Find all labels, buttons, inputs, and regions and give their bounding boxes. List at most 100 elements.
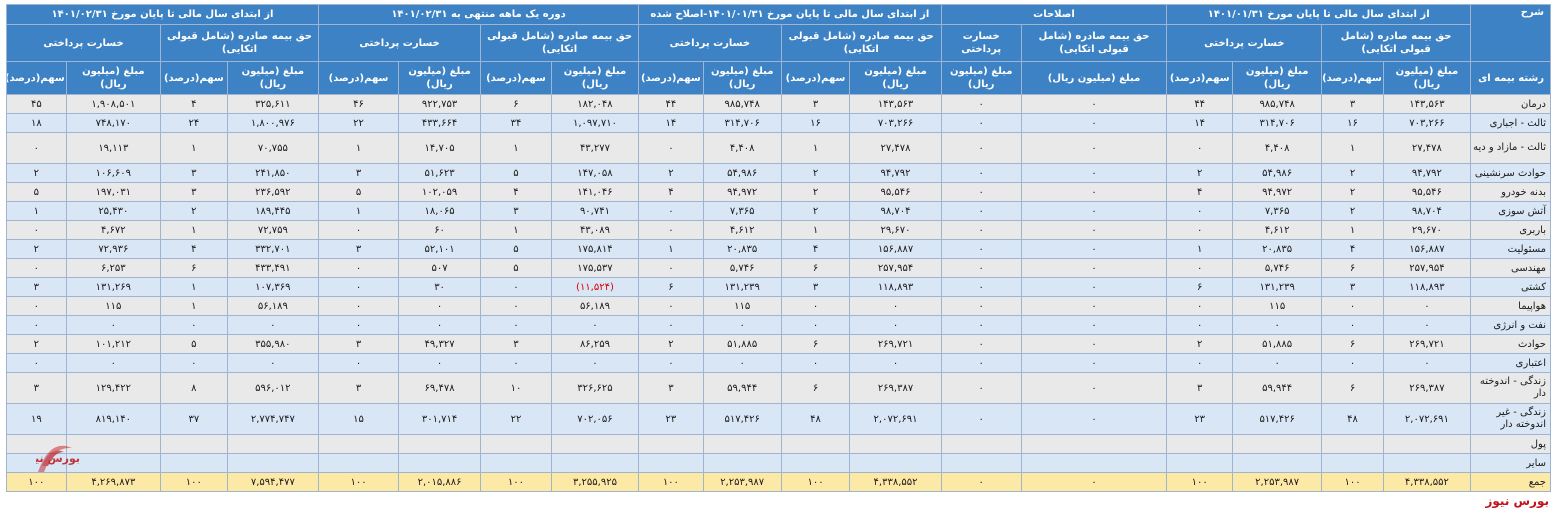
table-cell: ۸۱۹,۱۴۰ — [65, 403, 162, 435]
table-row: حوادث ۲۶۹,۷۲۱ ۶ ۵۱,۸۸۵ ۲ ۰ ۰ ۲۶۹,۷۲۱ ۶ ۵۱,۸۸۵ ۲ ۸۶,… — [6, 334, 1551, 354]
table-cell: ۱۴,۷۰۵ — [398, 132, 482, 164]
table-cell: ۷,۳۶۵ — [702, 201, 782, 221]
header-premium: حق بیمه صادره (شامل قبولی اتکایی) — [1020, 24, 1168, 62]
table-cell: ۵۹,۹۴۴ — [702, 372, 782, 404]
table-cell: ۱۰۰ — [480, 472, 552, 492]
table-cell: ۵۱۷,۴۲۶ — [702, 403, 782, 435]
table-cell: ۲۲ — [480, 403, 552, 435]
table-cell: ۴۳,۰۸۹ — [550, 220, 640, 240]
table-cell: ۰ — [1321, 353, 1384, 373]
table-cell: ۰ — [317, 220, 400, 240]
table-cell: ۴,۳۳۸,۵۵۲ — [1382, 472, 1472, 492]
table-row: درمان ۱۴۳,۵۶۳ ۳ ۹۸۵,۷۴۸ ۴۴ ۰ ۰ ۱۴۳,۵۶۳ ۳ ۹۸۵,۷۴۸ ۴… — [6, 94, 1551, 114]
table-cell: ۰ — [6, 353, 67, 373]
table-cell: ۲ — [638, 334, 704, 354]
table-cell — [1020, 434, 1168, 454]
table-cell: ۰ — [849, 315, 942, 335]
header-amount: مبلغ (میلیون ریال) — [1232, 61, 1323, 95]
table-cell: ۴,۲۶۹,۸۷۳ — [65, 472, 162, 492]
row-label: پول — [1470, 434, 1551, 454]
table-cell: ۰ — [1020, 163, 1168, 183]
table-cell: ۱۵ — [317, 403, 400, 435]
table-cell — [550, 434, 640, 454]
table-cell: ۴۴ — [1166, 94, 1234, 114]
table-cell: ۲۷,۴۷۸ — [1382, 132, 1472, 164]
row-label: حوادث سرنشینی — [1470, 163, 1551, 183]
table-row: آتش سوزی ۹۸,۷۰۴ ۲ ۷,۳۶۵ ۰ ۰ ۰ ۹۸,۷۰۴ ۲ ۷,۳۶۵ ۰ ۹۰,۷… — [6, 201, 1551, 221]
row-label: ثالث - مازاد و دیه — [1470, 132, 1551, 164]
table-cell: ۱ — [160, 220, 228, 240]
svg-text:بورس نیوز: بورس نیوز — [36, 452, 80, 465]
table-row: اعتباری ۰ ۰ ۰ ۰ ۰ ۰ ۰ ۰ ۰ ۰ ۰ ۰ ۰ ۰ ۰ ۰ ۰ ۰ — [6, 353, 1551, 373]
table-cell: ۰ — [1020, 258, 1168, 278]
table-cell: ۳ — [1321, 94, 1384, 114]
table-cell — [65, 434, 162, 454]
table-cell: ۰ — [6, 220, 67, 240]
table-cell: ۳ — [160, 163, 228, 183]
table-cell: ۶۰ — [398, 220, 482, 240]
table-cell: ۰ — [1166, 132, 1234, 164]
table-cell: ۱۰۰ — [160, 472, 228, 492]
table-cell: ۳ — [160, 182, 228, 202]
table-cell: ۵۱,۸۸۵ — [1232, 334, 1323, 354]
table-cell: ۹۴,۷۹۲ — [1382, 163, 1472, 183]
table-row: سایر — [6, 453, 1551, 473]
row-label: هواپیما — [1470, 296, 1551, 316]
table-body: درمان ۱۴۳,۵۶۳ ۳ ۹۸۵,۷۴۸ ۴۴ ۰ ۰ ۱۴۳,۵۶۳ ۳ ۹۸۵,۷۴۸ ۴… — [6, 94, 1551, 492]
table-cell — [1166, 434, 1234, 454]
table-cell: ۲۵۷,۹۵۴ — [849, 258, 942, 278]
table-cell: ۰ — [638, 132, 704, 164]
header-amount: مبلغ (میلیون ریال) — [65, 61, 162, 95]
table-cell: ۲۶۹,۳۸۷ — [849, 372, 942, 404]
table-cell: ۶ — [160, 258, 228, 278]
table-cell: ۸۶,۲۵۹ — [550, 334, 640, 354]
table-cell: ۰ — [1020, 315, 1168, 335]
table-cell: ۹۲۲,۷۵۳ — [398, 94, 482, 114]
table-cell: ۳ — [638, 372, 704, 404]
table-cell: ۰ — [940, 258, 1022, 278]
table-cell: ۷۲,۹۳۶ — [65, 239, 162, 259]
bourse-news-watermark-logo: بورس نیوز — [36, 445, 80, 472]
table-cell: ۴۳۳,۶۶۴ — [398, 113, 482, 133]
table-cell: ۰ — [849, 296, 942, 316]
table-cell: ۵۹,۹۴۴ — [1232, 372, 1323, 404]
table-cell: ۱۰۷,۳۶۹ — [226, 277, 320, 297]
table-cell: ۴ — [780, 239, 851, 259]
table-cell: ۰ — [160, 353, 228, 373]
table-row: ثالث - اجباری ۷۰۳,۲۶۶ ۱۶ ۳۱۴,۷۰۶ ۱۴ ۰ ۰ ۷۰۳,۲۶۶… — [6, 113, 1551, 133]
row-label: درمان — [1470, 94, 1551, 114]
table-cell: ۷۰۳,۲۶۶ — [849, 113, 942, 133]
table-cell: ۰ — [940, 94, 1022, 114]
table-cell: ۲,۰۷۲,۶۹۱ — [1382, 403, 1472, 435]
table-cell: ۲۳۶,۵۹۲ — [226, 182, 320, 202]
table-cell: ۱۰ — [480, 372, 552, 404]
table-cell: ۱۱۵ — [702, 296, 782, 316]
table-cell: ۰ — [317, 353, 400, 373]
table-cell: ۴۸ — [1321, 403, 1384, 435]
table-cell: ۰ — [780, 296, 851, 316]
table-cell: ۴,۴۰۸ — [702, 132, 782, 164]
table-cell: ۴ — [1166, 182, 1234, 202]
table-cell: ۱,۹۰۸,۵۰۱ — [65, 94, 162, 114]
table-cell: ۰ — [940, 472, 1022, 492]
table-cell: ۵,۷۴۶ — [702, 258, 782, 278]
table-cell: ۱۳۱,۲۳۹ — [702, 277, 782, 297]
table-cell: ۴,۶۱۲ — [1232, 220, 1323, 240]
table-cell: ۰ — [940, 353, 1022, 373]
table-cell: ۱ — [160, 277, 228, 297]
table-cell: ۱۳۱,۲۶۹ — [65, 277, 162, 297]
table-cell: ۵۴,۹۸۶ — [1232, 163, 1323, 183]
table-cell: ۰ — [849, 353, 942, 373]
table-total-row: جمع ۴,۳۳۸,۵۵۲ ۱۰۰ ۲,۲۵۳,۹۸۷ ۱۰۰ ۰ ۰ ۴,۳۳۸,۵۵۲ ۱۰… — [6, 472, 1551, 492]
table-cell: ۲۳ — [638, 403, 704, 435]
table-cell: ۲۹,۶۷۰ — [1382, 220, 1472, 240]
header-share: سهم(درصد) — [780, 61, 851, 95]
table-cell: ۰ — [1232, 353, 1323, 373]
header-amount: مبلغ (میلیون ریال) — [226, 61, 320, 95]
table-row: مهندسی ۲۵۷,۹۵۴ ۶ ۵,۷۴۶ ۰ ۰ ۰ ۲۵۷,۹۵۴ ۶ ۵,۷۴۶ ۰ ۱۷۵,… — [6, 258, 1551, 278]
table-cell — [940, 453, 1022, 473]
table-cell: ۰ — [940, 132, 1022, 164]
table-cell: ۲ — [1321, 163, 1384, 183]
table-cell: ۷۴۸,۱۷۰ — [65, 113, 162, 133]
table-cell — [1166, 453, 1234, 473]
